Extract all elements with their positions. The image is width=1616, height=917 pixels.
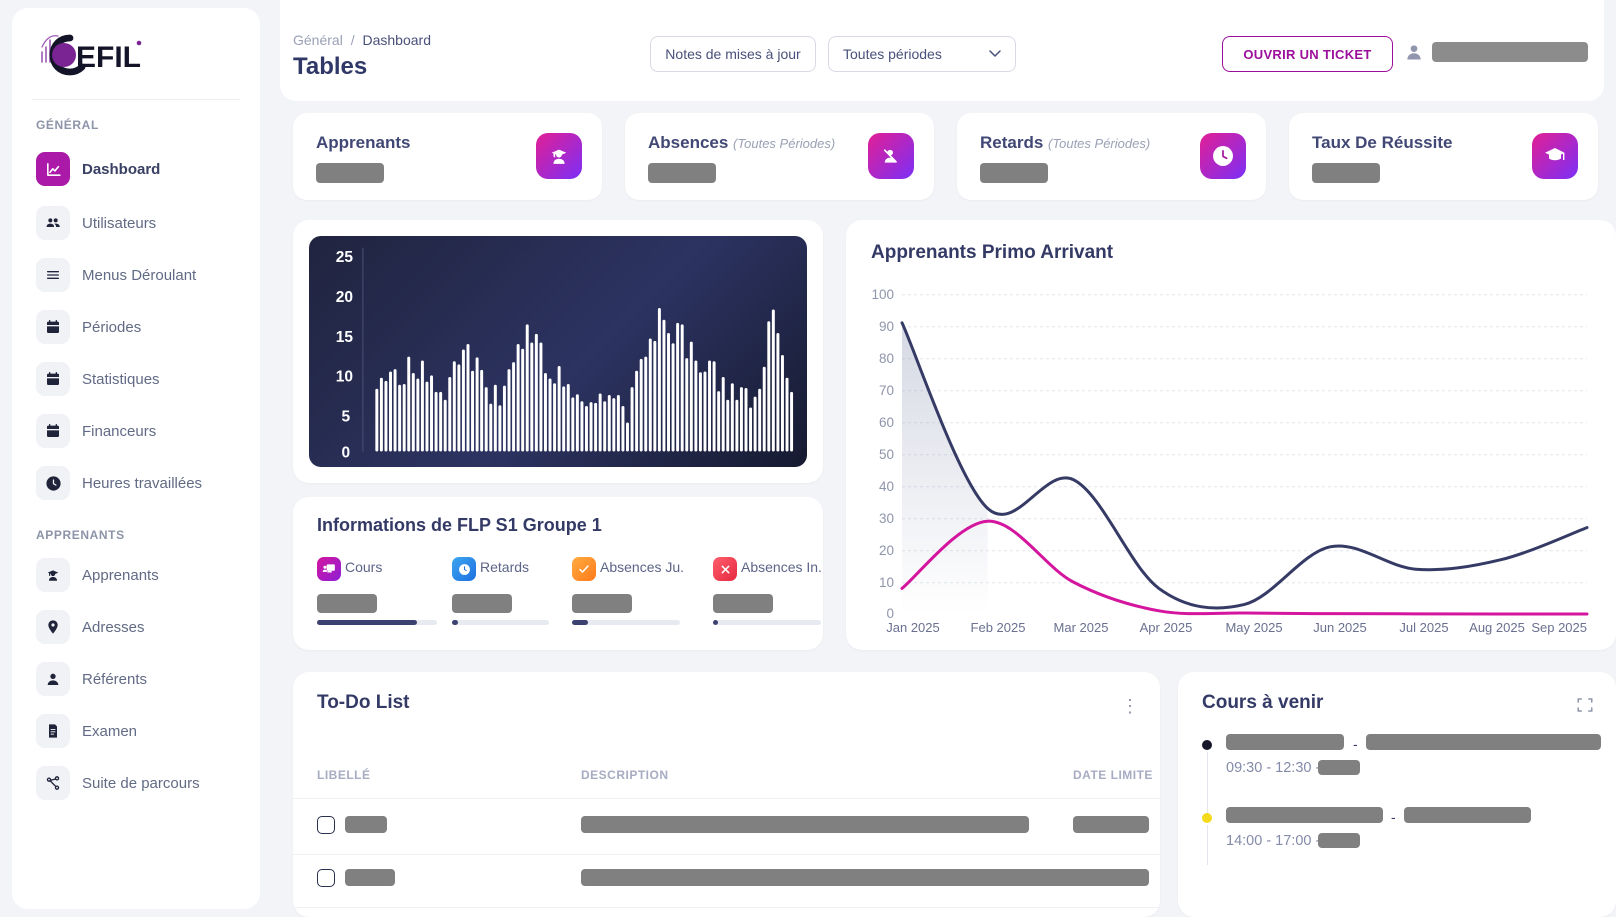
svg-text:Sep 2025: Sep 2025 (1531, 620, 1587, 635)
svg-text:60: 60 (879, 415, 894, 430)
svg-text:30: 30 (879, 511, 894, 526)
svg-text:25: 25 (336, 249, 354, 266)
svg-text:0: 0 (342, 444, 351, 461)
svg-text:Apr 2025: Apr 2025 (1140, 620, 1193, 635)
svg-text:100: 100 (871, 287, 894, 302)
svg-text:90: 90 (879, 319, 894, 334)
svg-text:Jun 2025: Jun 2025 (1313, 620, 1367, 635)
svg-text:10: 10 (336, 369, 353, 386)
svg-text:5: 5 (342, 408, 351, 425)
svg-text:40: 40 (879, 479, 894, 494)
svg-text:Jan 2025: Jan 2025 (886, 620, 940, 635)
svg-text:May 2025: May 2025 (1225, 620, 1282, 635)
svg-text:20: 20 (336, 289, 353, 306)
svg-text:10: 10 (879, 575, 894, 590)
svg-text:Feb 2025: Feb 2025 (971, 620, 1026, 635)
svg-text:15: 15 (336, 329, 354, 346)
svg-text:Jul 2025: Jul 2025 (1399, 620, 1448, 635)
svg-text:80: 80 (879, 351, 894, 366)
svg-text:50: 50 (879, 447, 894, 462)
svg-text:20: 20 (879, 543, 894, 558)
svg-text:70: 70 (879, 383, 894, 398)
svg-text:Aug 2025: Aug 2025 (1469, 620, 1525, 635)
svg-text:0: 0 (886, 606, 894, 621)
svg-text:EFIL: EFIL (76, 41, 141, 74)
svg-text:Mar 2025: Mar 2025 (1054, 620, 1109, 635)
